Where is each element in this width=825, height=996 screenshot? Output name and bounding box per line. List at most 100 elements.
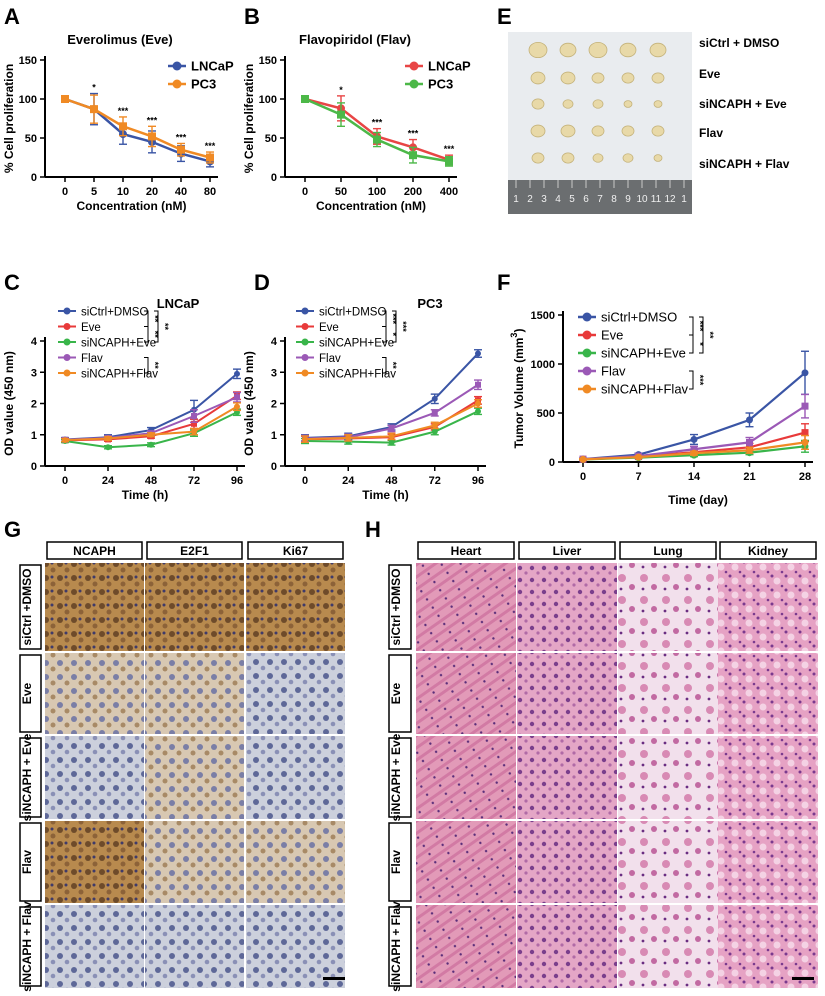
x-tick-label: 96 — [472, 475, 484, 487]
he-column-header: Lung — [653, 544, 682, 558]
legend-label: Flav — [319, 353, 341, 365]
ihc-grid: NCAPH E2F1 Ki67 siCtrl +DMSO Eve siNCAPH + Ev… — [19, 541, 345, 992]
data-point — [475, 408, 481, 415]
panel-label-e: E — [497, 4, 512, 29]
legend-label: siCtrl+DMSO — [319, 307, 386, 319]
x-tick-label: 7 — [635, 471, 641, 483]
y-tick-label: 100 — [19, 94, 37, 106]
series-line — [64, 97, 211, 159]
legend-marker — [301, 354, 309, 361]
x-tick-label: 14 — [688, 471, 701, 483]
significance-bracket — [382, 357, 387, 374]
x-tick-label: 96 — [231, 475, 243, 487]
legend-label: PC3 — [428, 77, 453, 92]
data-point — [690, 449, 698, 457]
he-image-tile — [618, 905, 718, 988]
he-image-tile — [718, 736, 818, 819]
significance-bracket — [689, 316, 694, 336]
ihc-image-tile — [145, 563, 244, 651]
y-tick-label: 1000 — [531, 359, 555, 371]
panel-label-d: D — [254, 270, 270, 295]
legend-marker — [301, 323, 309, 330]
x-axis-label: Time (h) — [362, 488, 408, 502]
legend-label: Flav — [601, 364, 626, 379]
ihc-column-header-box — [146, 541, 243, 560]
significance-bracket — [144, 357, 149, 374]
tumor-specimen — [561, 152, 575, 164]
data-point — [431, 395, 438, 402]
data-point — [431, 428, 438, 435]
legend-marker — [582, 384, 592, 394]
ihc-row-label-box — [19, 906, 42, 987]
y-tick-label: 0 — [549, 457, 555, 469]
y-tick-label: 100 — [259, 94, 277, 106]
significance-bracket — [382, 326, 387, 343]
x-axis-label: Concentration (nM) — [77, 199, 187, 213]
legend-marker — [582, 330, 592, 340]
data-point — [62, 437, 68, 444]
legend-entry: siCtrl+DMSO — [58, 307, 148, 319]
data-point — [105, 435, 111, 442]
legend-entry: PC3 — [405, 77, 453, 92]
legend-label: siNCAPH+Flav — [319, 369, 396, 381]
y-tick-label: 1 — [271, 430, 277, 442]
tumor-specimen — [560, 71, 576, 85]
data-point — [801, 369, 809, 377]
tumor-specimen — [621, 125, 635, 137]
data-point — [148, 441, 154, 448]
panel-label-h: H — [365, 517, 381, 542]
data-point — [475, 381, 481, 388]
data-point — [801, 429, 809, 437]
y-tick-label: 150 — [259, 55, 277, 67]
significance-star: *** — [147, 115, 158, 125]
panel-label-b: B — [244, 4, 260, 29]
data-point — [148, 431, 154, 438]
significance-label: ** — [388, 362, 398, 370]
y-tick-label: 3 — [271, 367, 277, 379]
ruler-number: 7 — [597, 194, 603, 205]
ruler-number: 5 — [569, 194, 575, 205]
tumor-row-label: siCtrl + DMSO — [699, 36, 779, 50]
significance-label: ** — [150, 315, 160, 323]
legend-marker — [63, 323, 71, 330]
significance-star: * — [92, 83, 96, 93]
ruler-number: 2 — [527, 194, 533, 205]
panel-label-a: A — [4, 4, 20, 29]
significance-label: *** — [695, 321, 705, 332]
tumor-specimen — [531, 152, 545, 164]
x-tick-label: 0 — [302, 186, 308, 198]
he-row-label-box — [388, 906, 412, 987]
significance-label: *** — [398, 321, 408, 332]
y-axis-label: OD value (450 nm) — [2, 351, 16, 456]
tumor-row-label: siNCAPH + Flav — [699, 157, 790, 171]
he-row-label: Eve — [389, 683, 403, 705]
he-grid: Heart Liver Lung Kidney siCtrl +DMSO Eve siNCA… — [388, 541, 818, 992]
series-sincaph-flav — [61, 402, 241, 444]
legend-entry: PC3 — [168, 77, 216, 92]
data-point — [234, 403, 240, 410]
significance-label: ** — [150, 331, 160, 339]
ihc-image-tile — [246, 563, 345, 651]
chart-title: Flavopiridol (Flav) — [299, 32, 411, 47]
significance-label: ** — [160, 323, 170, 331]
he-column-header-box — [719, 541, 817, 560]
he-row-label-box — [388, 822, 412, 902]
data-point — [105, 444, 111, 451]
he-row-label-box — [388, 654, 412, 733]
legend-entry: Eve — [578, 328, 623, 343]
y-tick-label: 50 — [25, 133, 37, 145]
tumor-specimen — [649, 42, 667, 58]
y-tick-label: 500 — [537, 408, 555, 420]
y-axis-label-main: OD value (450 nm) — [242, 351, 256, 456]
significance-star: *** — [408, 129, 419, 139]
legend-label: siCtrl+DMSO — [81, 307, 148, 319]
data-point — [301, 95, 309, 103]
x-tick-label: 72 — [429, 475, 441, 487]
x-axis-label: Time (day) — [668, 493, 728, 507]
he-image-tile — [517, 736, 617, 819]
data-point — [388, 439, 395, 446]
tumor-row-label: Eve — [699, 67, 721, 81]
ihc-image-tile — [45, 653, 144, 734]
y-tick-label: 4 — [31, 336, 38, 348]
